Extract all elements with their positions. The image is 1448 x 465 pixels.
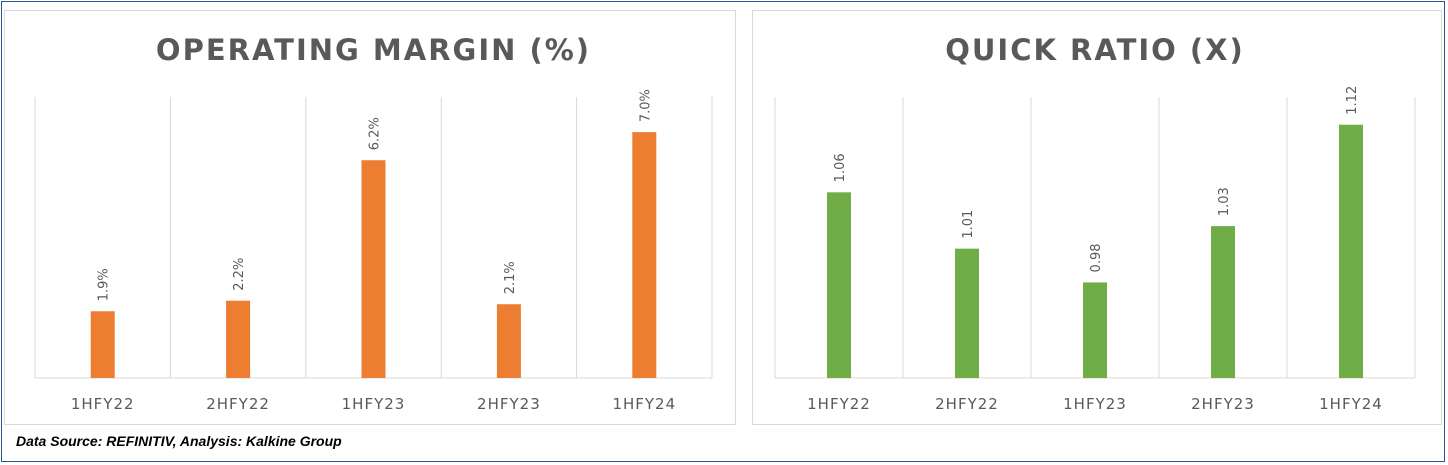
x-tick-label: 1HFY22 <box>807 395 871 413</box>
operating-margin-chart: OPERATING MARGIN (%) 1.9% 1HFY22 2.2% 2HFY22… <box>4 10 736 425</box>
x-tick-label: 2HFY23 <box>477 395 541 413</box>
bar <box>1083 282 1107 378</box>
data-label: 1.06 <box>833 153 848 182</box>
bar <box>90 311 115 378</box>
x-tick-label: 2HFY23 <box>1191 395 1255 413</box>
x-tick-label: 1HFY22 <box>71 395 135 413</box>
bar <box>1211 226 1235 378</box>
data-label: 7.0% <box>638 89 653 122</box>
data-label: 2.2% <box>232 258 247 291</box>
quick-ratio-chart: QUICK RATIO (X) 1.06 1HFY22 1.01 2HFY22 0.98 1… <box>752 10 1442 425</box>
operating-margin-chart-svg: OPERATING MARGIN (%) 1.9% 1HFY22 2.2% 2HFY22… <box>34 33 713 413</box>
x-tick-label: 2HFY22 <box>935 395 999 413</box>
bar <box>632 132 657 378</box>
data-source-note: Data Source: REFINITIV, Analysis: Kalkin… <box>16 433 342 449</box>
data-label: 1.12 <box>1345 86 1360 115</box>
data-label: 6.2% <box>368 117 383 150</box>
x-tick-label: 1HFY23 <box>1063 395 1127 413</box>
data-label: 0.98 <box>1089 244 1104 273</box>
chart-title: OPERATING MARGIN (%) <box>156 33 591 67</box>
data-label: 1.03 <box>1217 187 1232 216</box>
quick-ratio-chart-svg: QUICK RATIO (X) 1.06 1HFY22 1.01 2HFY22 0.98 1… <box>774 33 1416 413</box>
x-tick-label: 2HFY22 <box>206 395 270 413</box>
bar <box>496 304 521 378</box>
chart-title: QUICK RATIO (X) <box>945 33 1245 67</box>
bar <box>361 160 386 378</box>
x-tick-label: 1HFY24 <box>612 395 676 413</box>
x-tick-label: 1HFY23 <box>342 395 406 413</box>
bar <box>827 192 851 378</box>
x-tick-label: 1HFY24 <box>1319 395 1383 413</box>
data-label: 2.1% <box>503 261 518 294</box>
bar <box>955 248 979 378</box>
bar <box>1339 124 1363 378</box>
data-label: 1.9% <box>97 268 112 301</box>
bar <box>226 300 251 378</box>
data-label: 1.01 <box>961 210 976 239</box>
